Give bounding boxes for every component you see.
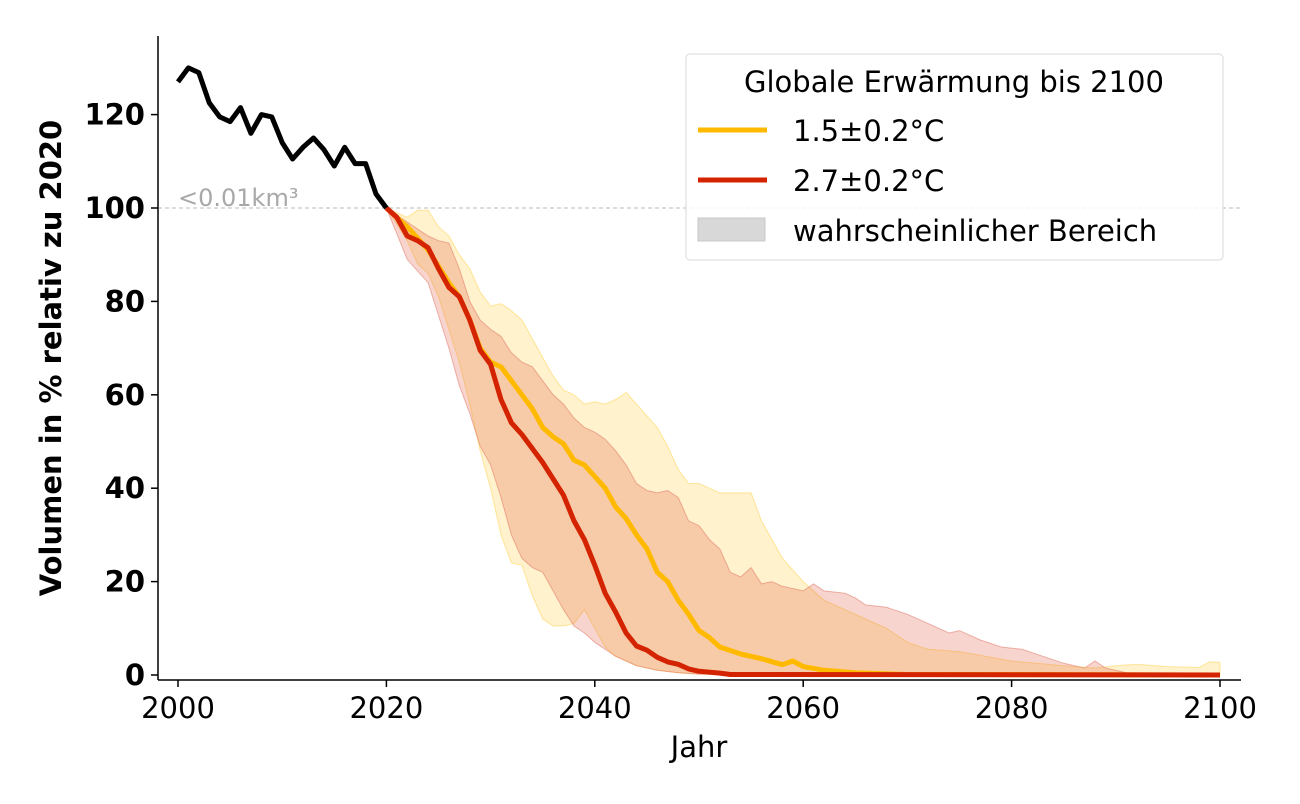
range-band-1.5±0.2°C	[385, 206, 1221, 676]
legend-swatch-range	[697, 217, 766, 242]
uncertainty-bands	[385, 206, 1221, 676]
y-tick-label: 0	[125, 658, 145, 692]
legend-label-2.7: 2.7±0.2°C	[793, 164, 944, 198]
x-tick-label: 2040	[558, 691, 632, 725]
y-tick-label: 80	[105, 284, 145, 318]
historical-line	[175, 65, 389, 210]
axes	[157, 36, 1241, 681]
y-ticks: 0 20 40 60 80 100 120	[84, 98, 158, 692]
x-tick-label: 2000	[141, 691, 215, 725]
reference-line-label: <0.01km³	[178, 184, 298, 212]
legend-title: Globale Erwärmung bis 2100	[744, 65, 1164, 99]
x-tick-label: 2080	[975, 691, 1049, 725]
median-line-2.7±0.2°C	[384, 206, 1221, 678]
x-tick-label: 2100	[1183, 691, 1257, 725]
y-tick-label: 100	[84, 191, 145, 225]
legend-frame	[685, 53, 1224, 261]
y-tick-label: 20	[105, 565, 145, 599]
y-axis-label: Volumen in % relativ zu 2020	[34, 120, 68, 596]
x-tick-label: 2020	[349, 691, 423, 725]
y-tick-label: 120	[84, 98, 145, 132]
series-lines	[175, 65, 1221, 678]
range-band-2.7±0.2°C	[385, 206, 1221, 676]
x-tick-label: 2060	[766, 691, 840, 725]
legend-label-1.5: 1.5±0.2°C	[793, 114, 944, 148]
x-axis-label: Jahr	[669, 730, 728, 764]
legend: Globale Erwärmung bis 2100 1.5±0.2°C 2.7…	[685, 53, 1224, 261]
x-ticks: 2000 2020 2040 2060 2080 2100	[141, 680, 1257, 725]
y-tick-label: 60	[105, 378, 145, 412]
legend-label-range: wahrscheinlicher Bereich	[793, 214, 1157, 248]
y-tick-label: 40	[105, 471, 145, 505]
